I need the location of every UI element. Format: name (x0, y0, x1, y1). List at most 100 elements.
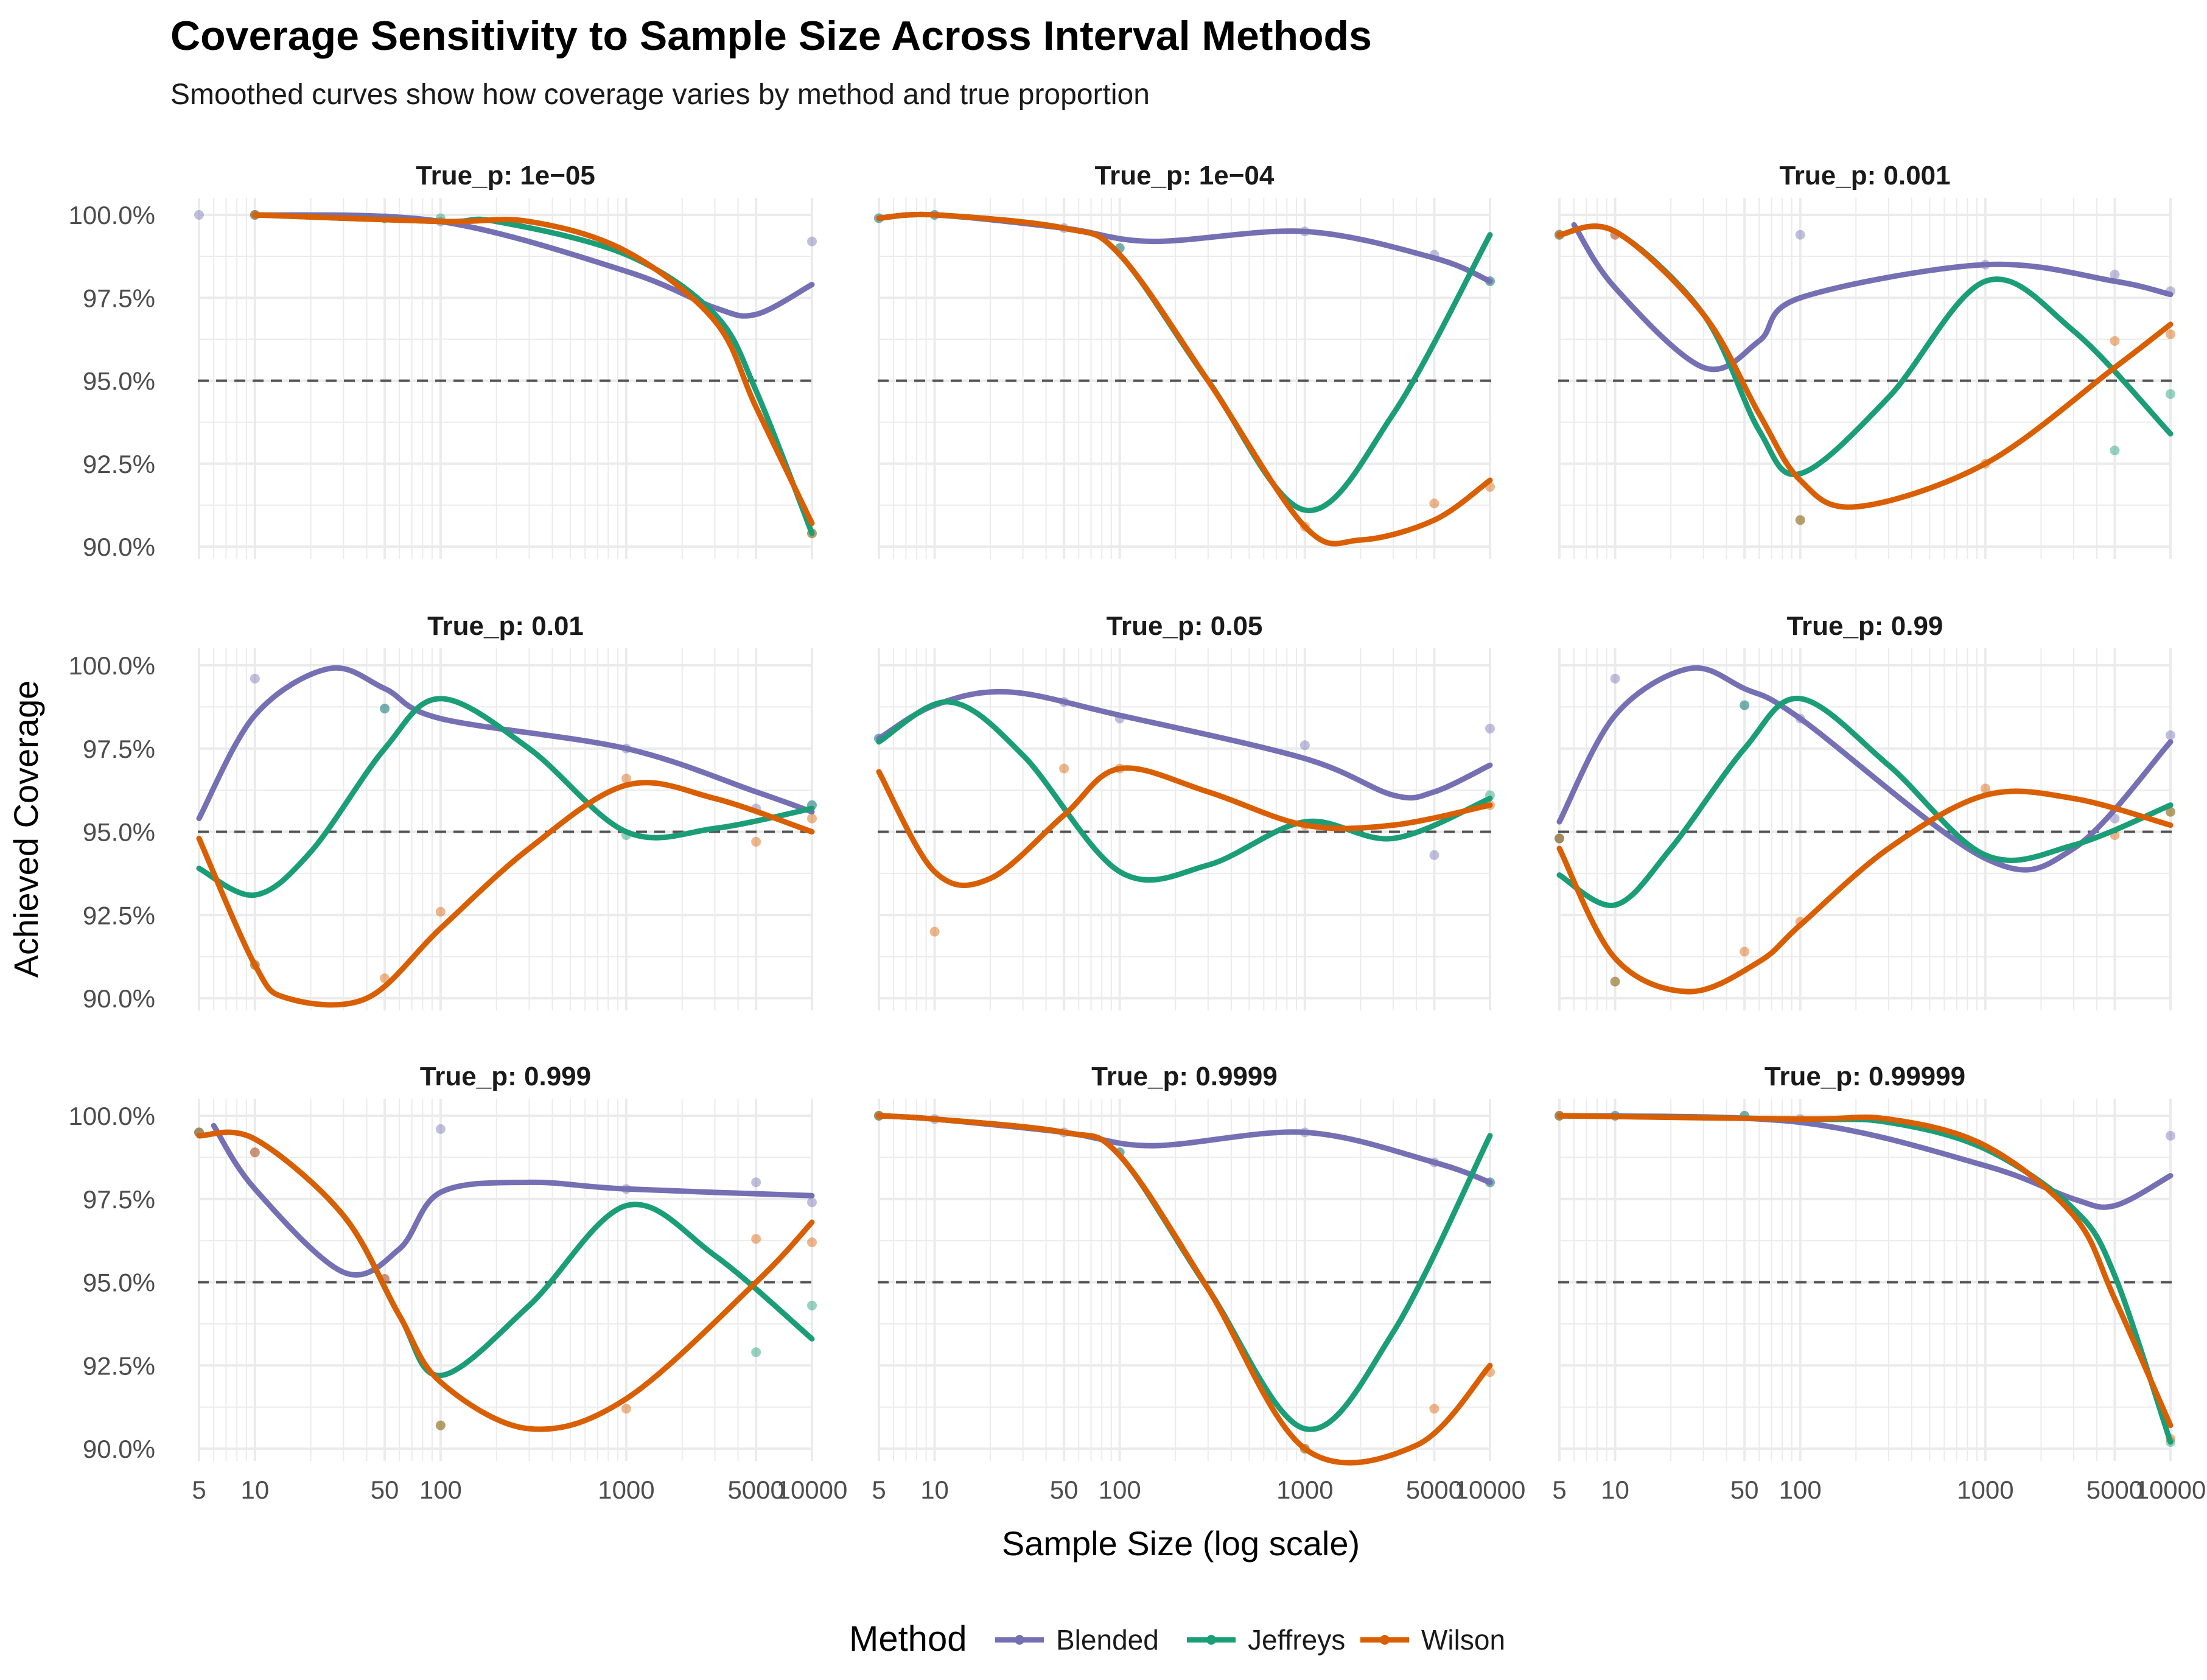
data-point-wilson (929, 926, 940, 937)
series-line-jeffreys (1556, 1113, 2174, 1445)
facet-label: True_p: 0.01 (427, 611, 584, 641)
x-tick-label: 100 (1099, 1475, 1141, 1504)
y-tick-label: 92.5% (83, 450, 155, 478)
series-line-jeffreys (1556, 696, 2174, 908)
series-line-wilson (196, 1129, 815, 1432)
y-tick-label: 100.0% (69, 651, 155, 680)
x-tick-label: 50 (1730, 1475, 1759, 1504)
facet-label: True_p: 0.001 (1779, 161, 1950, 191)
series-line-jeffreys (252, 212, 815, 536)
data-point-wilson (1740, 947, 1750, 957)
data-point-jeffreys (2166, 389, 2175, 399)
x-tick-label: 50 (371, 1475, 399, 1504)
data-point-wilson (250, 1147, 260, 1158)
data-point-wilson (435, 906, 446, 917)
series-line-blended (1571, 222, 2174, 373)
series-line-blended (252, 212, 815, 319)
series-line-wilson (196, 780, 815, 1008)
data-point-wilson (1429, 1404, 1439, 1414)
x-tick-label: 10000 (1455, 1475, 1526, 1504)
data-point-wilson (1980, 783, 1990, 794)
data-point-blended (380, 704, 390, 714)
data-point-jeffreys (751, 1347, 761, 1357)
data-point-jeffreys (1740, 700, 1750, 710)
legend-title: Method (849, 1619, 967, 1659)
x-tick-label: 10 (920, 1475, 949, 1504)
series-line-wilson (876, 1113, 1493, 1466)
x-tick-label: 5000 (2086, 1475, 2143, 1504)
data-point-wilson (751, 1234, 761, 1244)
data-point-jeffreys (807, 1300, 817, 1311)
series-line-wilson (252, 212, 815, 527)
y-tick-label: 90.0% (83, 1435, 155, 1463)
data-point-blended (807, 1197, 817, 1208)
series-line-wilson (1556, 1113, 2174, 1429)
y-tick-label: 97.5% (83, 284, 155, 312)
x-tick-label: 5000 (1406, 1475, 1463, 1504)
y-tick-label: 95.0% (83, 1269, 155, 1297)
data-point-wilson (2166, 807, 2175, 817)
data-point-wilson (807, 1237, 817, 1247)
series-line-blended (1556, 1113, 2174, 1210)
data-point-wilson (2166, 329, 2175, 340)
legend-key-point-jeffreys (1206, 1635, 1216, 1645)
facet-label: True_p: 0.99999 (1765, 1062, 1965, 1091)
x-tick-label: 5 (192, 1475, 206, 1504)
data-point-wilson (435, 1420, 446, 1430)
data-point-blended (1429, 850, 1439, 860)
series-line-wilson (1556, 223, 2174, 510)
data-point-jeffreys (1555, 833, 1564, 844)
data-point-wilson (1429, 499, 1439, 509)
data-point-jeffreys (2166, 807, 2175, 817)
facet-label: True_p: 0.99 (1787, 611, 1943, 641)
legend-key-point-wilson (1380, 1635, 1390, 1645)
data-point-blended (807, 236, 817, 247)
series-line-wilson (876, 765, 1493, 889)
y-tick-label: 100.0% (69, 1102, 155, 1130)
series-line-blended (876, 211, 1493, 284)
data-point-jeffreys (1795, 515, 1805, 525)
data-point-blended (1740, 700, 1750, 710)
x-tick-label: 5 (872, 1475, 886, 1504)
data-point-blended (1485, 723, 1495, 733)
data-point-wilson (2110, 336, 2120, 346)
data-point-blended (194, 210, 204, 220)
series-line-jeffreys (876, 1113, 1493, 1432)
facet-label: True_p: 0.9999 (1091, 1062, 1278, 1091)
series-line-jeffreys (1556, 223, 2174, 477)
series-line-wilson (1556, 788, 2174, 995)
x-tick-label: 5 (1552, 1475, 1566, 1504)
y-axis-title: Achieved Coverage (7, 681, 45, 978)
facet-label: True_p: 0.999 (420, 1062, 591, 1091)
series-line-jeffreys (196, 1129, 815, 1379)
legend-key-point-blended (1015, 1635, 1024, 1645)
data-point-wilson (1555, 833, 1564, 844)
data-point-wilson (751, 836, 761, 847)
y-tick-label: 92.5% (83, 901, 155, 929)
data-point-wilson (1059, 763, 1069, 774)
data-point-wilson (621, 773, 631, 783)
x-tick-label: 100 (1779, 1475, 1822, 1504)
x-tick-label: 100 (419, 1475, 462, 1504)
facet-label: True_p: 0.05 (1107, 611, 1263, 641)
x-tick-label: 10 (1601, 1475, 1629, 1504)
legend-label-jeffreys: Jeffreys (1248, 1624, 1345, 1656)
y-tick-label: 97.5% (83, 1185, 155, 1214)
series-line-wilson (876, 211, 1493, 547)
data-point-blended (2110, 270, 2120, 280)
facet-label: True_p: 1e−04 (1095, 161, 1275, 191)
series-line-blended (196, 665, 815, 822)
data-point-blended (1555, 833, 1564, 844)
data-point-jeffreys (1610, 976, 1620, 987)
y-tick-label: 100.0% (69, 201, 155, 229)
x-tick-label: 10000 (777, 1475, 848, 1504)
x-tick-label: 10 (240, 1475, 269, 1504)
data-point-blended (435, 1124, 446, 1134)
data-point-jeffreys (435, 1420, 446, 1430)
series-line-jeffreys (196, 696, 815, 898)
series-line-jeffreys (876, 211, 1493, 514)
data-point-blended (2166, 1130, 2175, 1141)
data-point-blended (250, 1147, 260, 1158)
series-line-blended (211, 1122, 815, 1278)
